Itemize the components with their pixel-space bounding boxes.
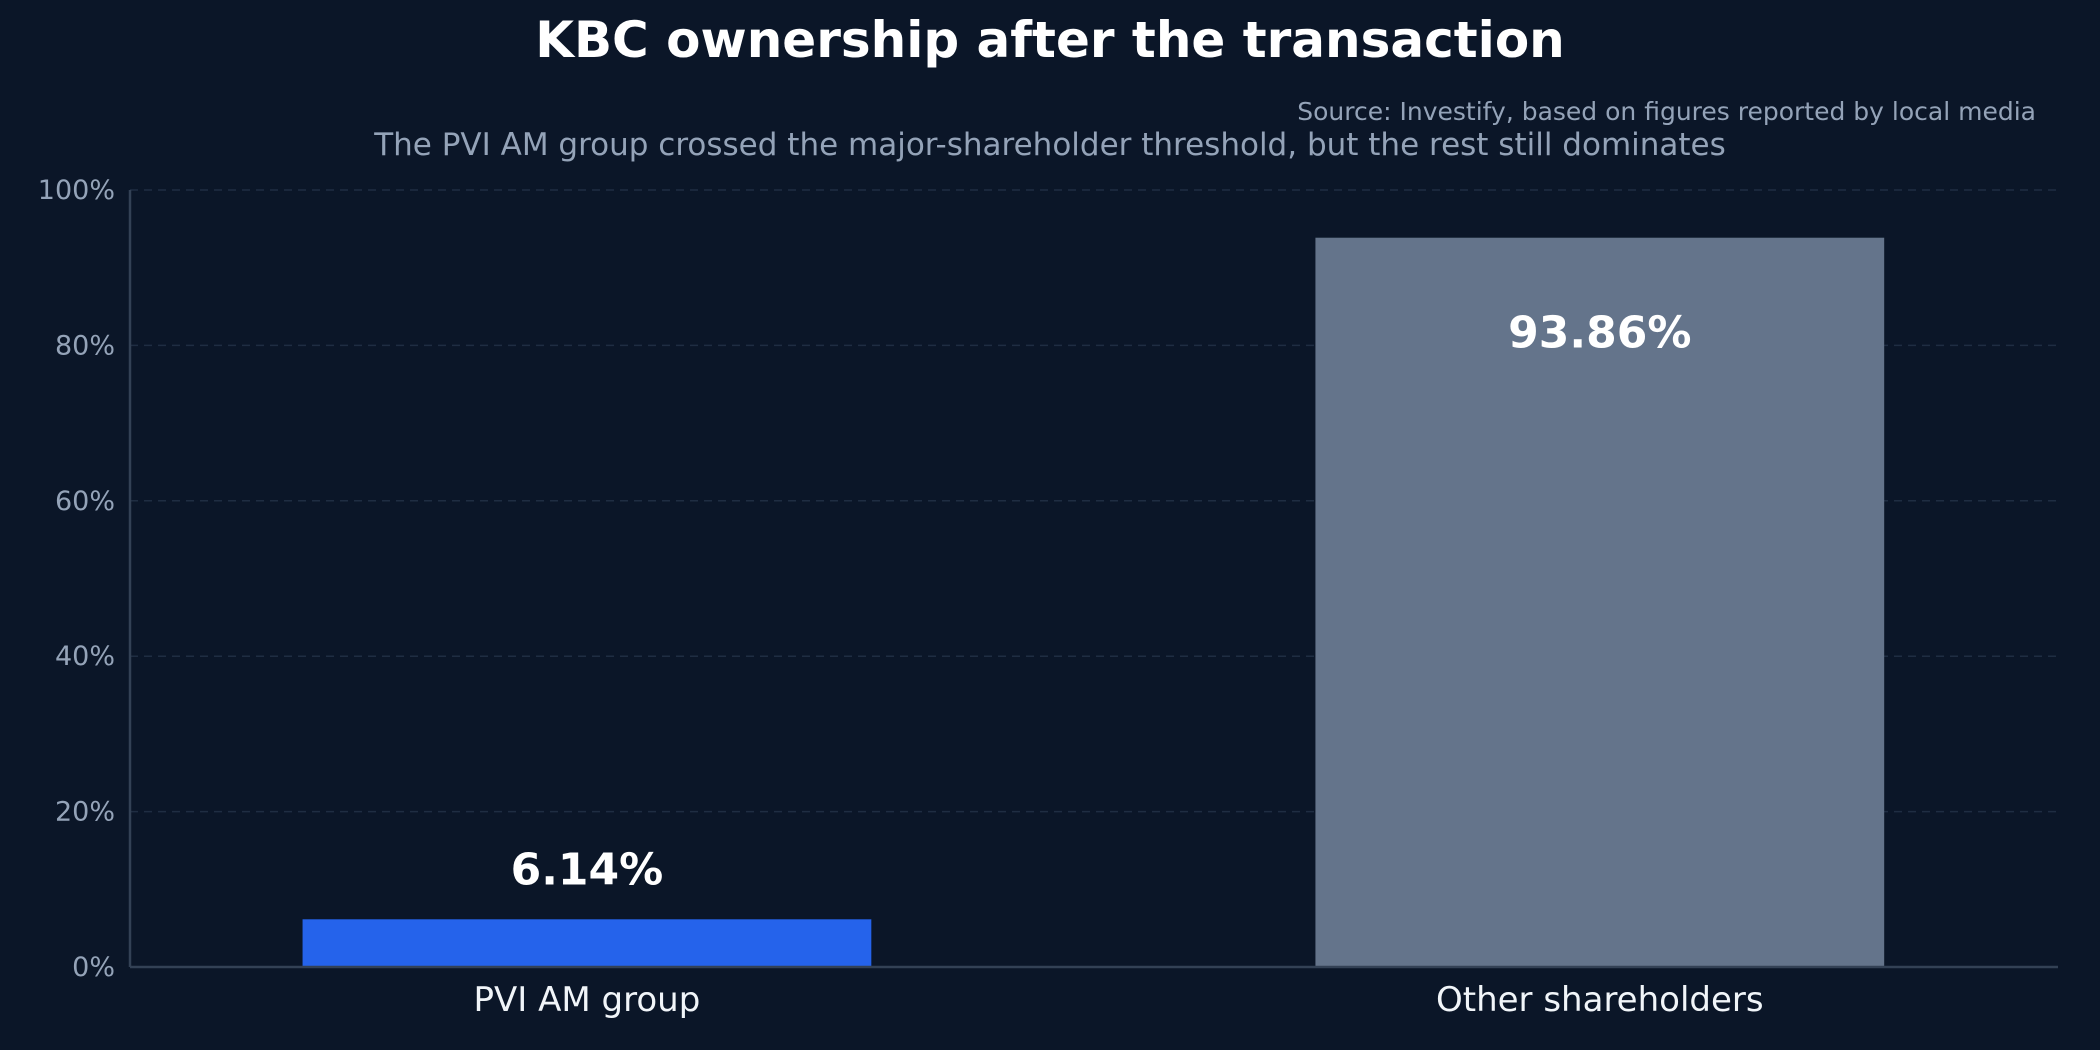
y-tick-label: 40% (55, 641, 115, 672)
y-axis-ticks: 0% 20% 40% 60% 80% 100% (38, 175, 115, 983)
bars (302, 237, 1885, 968)
category-label-1: Other shareholders (1436, 980, 1764, 1020)
y-tick-label: 60% (55, 486, 115, 517)
y-tick-label: 100% (38, 175, 115, 206)
chart-title: KBC ownership after the transaction (535, 11, 1565, 69)
data-labels: 6.14% 93.86% (511, 308, 1692, 896)
data-label-1: 93.86% (1508, 308, 1691, 359)
chart-subtitle: The PVI AM group crossed the major-share… (373, 127, 1726, 163)
bar-1 (1315, 237, 1885, 968)
x-axis-categories: PVI AM group Other shareholders (474, 980, 1764, 1020)
bar-0 (302, 919, 872, 967)
y-tick-label: 20% (55, 797, 115, 828)
chart-source: Source: Investify, based on figures repo… (1297, 97, 2036, 126)
data-label-0: 6.14% (511, 844, 664, 895)
y-tick-label: 0% (72, 952, 115, 983)
y-tick-label: 80% (55, 330, 115, 361)
category-label-0: PVI AM group (474, 980, 701, 1020)
